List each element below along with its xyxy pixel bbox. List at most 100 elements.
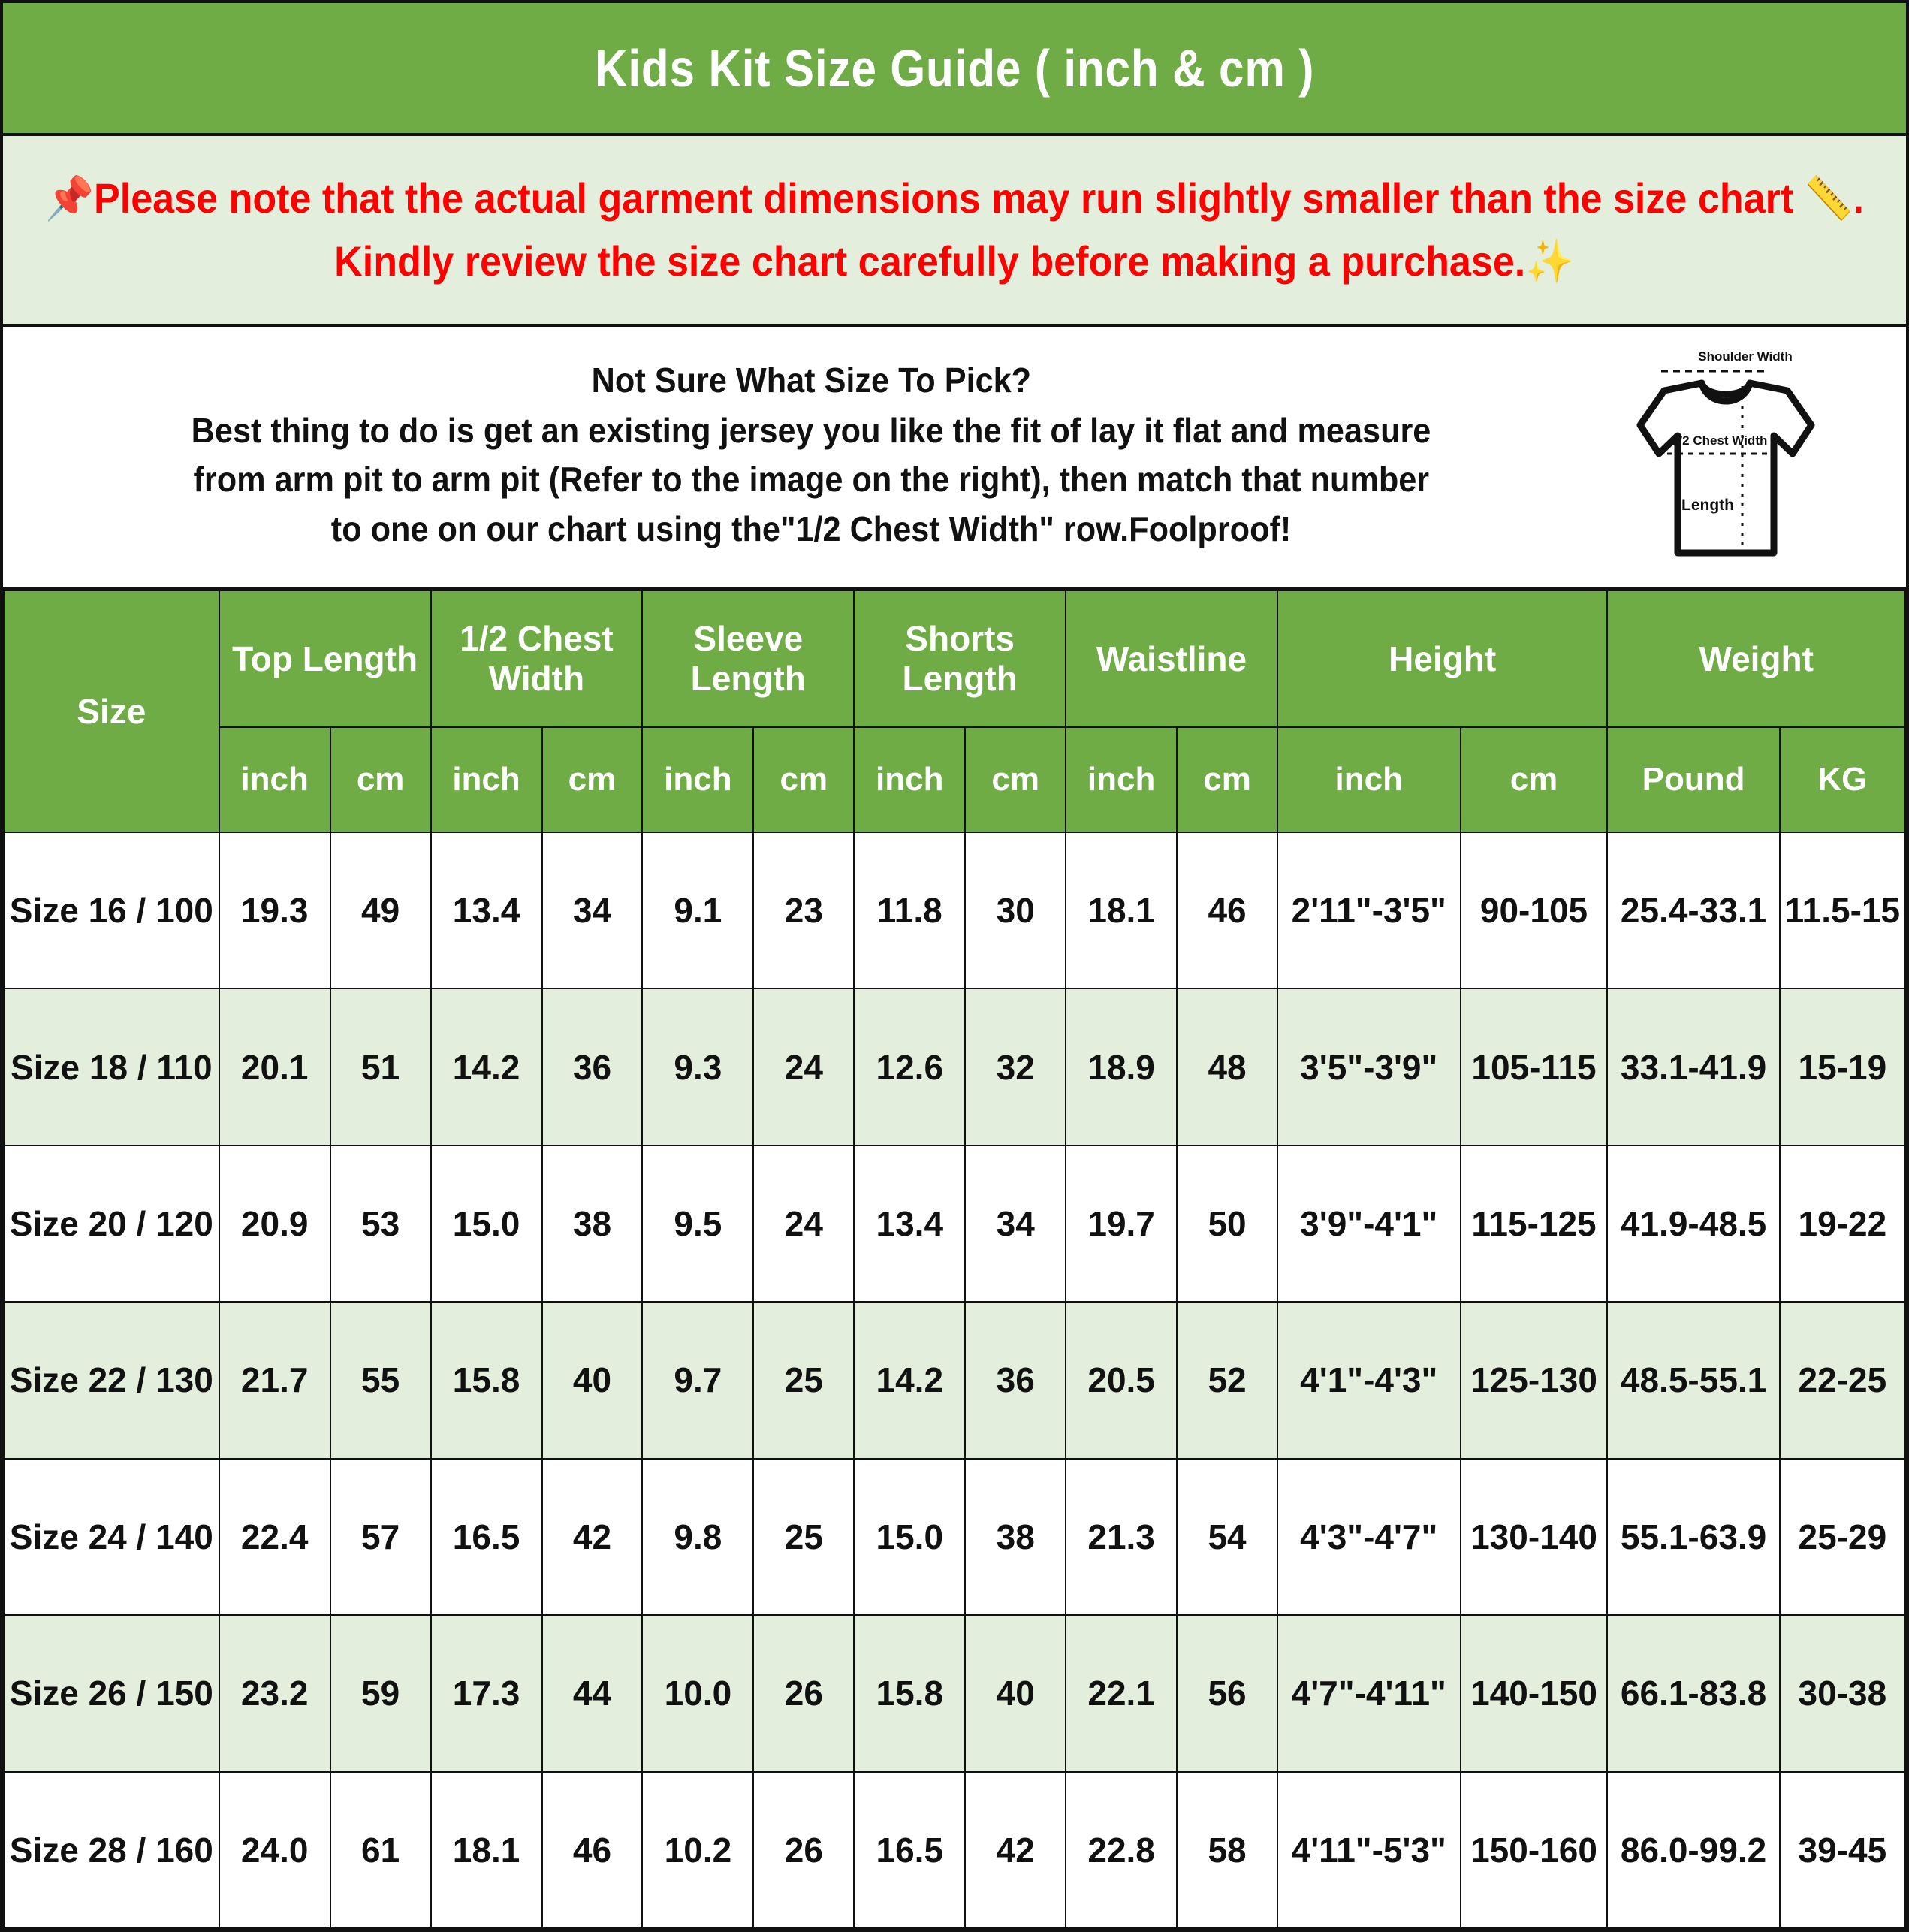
cell-sleeve-cm: 24 xyxy=(752,1144,855,1303)
info-heading: Not Sure What Size To Pick? xyxy=(591,361,1031,400)
cell-chest-cm: 36 xyxy=(541,988,644,1146)
size-table-wrap: Size Top Length 1/2 Chest Width Sleeve L… xyxy=(3,590,1907,1930)
info-line-3: to one on our chart using the"1/2 Chest … xyxy=(330,509,1292,548)
unit-waist-cm: cm xyxy=(1176,726,1278,833)
unit-height-inch: inch xyxy=(1276,726,1461,833)
title-banner: Kids Kit Size Guide ( inch & cm ) xyxy=(3,3,1906,136)
cell-height-cm: 90-105 xyxy=(1459,831,1609,990)
cell-top-length-cm: 51 xyxy=(329,988,432,1146)
cell-size: Size 26 / 150 xyxy=(3,1614,220,1773)
cell-waist-inch: 20.5 xyxy=(1065,1301,1178,1460)
cell-shorts-cm: 32 xyxy=(964,988,1067,1146)
cell-height-inch: 2'11"-3'5" xyxy=(1276,831,1461,990)
cell-size: Size 28 / 160 xyxy=(3,1770,220,1930)
table-row: Size 18 / 110 20.1 51 14.2 36 9.3 24 12.6 32 18.9… xyxy=(3,988,1907,1146)
cell-waist-inch: 18.9 xyxy=(1065,988,1178,1146)
cell-shorts-inch: 12.6 xyxy=(853,988,967,1146)
cell-size: Size 16 / 100 xyxy=(3,831,220,990)
cell-sleeve-inch: 9.7 xyxy=(641,1301,755,1460)
unit-top-length-cm: cm xyxy=(329,726,432,833)
unit-chest-cm: cm xyxy=(541,726,644,833)
cell-sleeve-inch: 10.2 xyxy=(641,1770,755,1930)
table-row: Size 26 / 150 23.2 59 17.3 44 10.0 26 15.8 40 22.… xyxy=(3,1614,1907,1773)
cell-top-length-cm: 59 xyxy=(329,1614,432,1773)
tshirt-outline xyxy=(1636,379,1815,557)
cell-weight-lb: 33.1-41.9 xyxy=(1606,988,1781,1146)
cell-top-length-inch: 19.3 xyxy=(218,831,331,990)
cell-chest-inch: 18.1 xyxy=(430,1770,543,1930)
cell-sleeve-inch: 9.3 xyxy=(641,988,755,1146)
cell-height-cm: 140-150 xyxy=(1459,1614,1609,1773)
cell-top-length-inch: 22.4 xyxy=(218,1457,331,1617)
cell-shorts-inch: 16.5 xyxy=(853,1770,967,1930)
cell-chest-inch: 16.5 xyxy=(430,1457,543,1617)
cell-waist-cm: 54 xyxy=(1176,1457,1278,1617)
cell-weight-lb: 55.1-63.9 xyxy=(1606,1457,1781,1617)
cell-waist-cm: 46 xyxy=(1176,831,1278,990)
unit-weight-pound: Pound xyxy=(1606,726,1781,833)
cell-chest-inch: 17.3 xyxy=(430,1614,543,1773)
cell-top-length-cm: 53 xyxy=(329,1144,432,1303)
header-chest-width: 1/2 Chest Width xyxy=(430,590,644,728)
cell-sleeve-inch: 9.5 xyxy=(641,1144,755,1303)
cell-weight-kg: 15-19 xyxy=(1778,988,1907,1146)
cell-size: Size 18 / 110 xyxy=(3,988,220,1146)
unit-shorts-cm: cm xyxy=(964,726,1067,833)
header-sleeve-length: Sleeve Length xyxy=(641,590,855,728)
cell-shorts-cm: 38 xyxy=(964,1457,1067,1617)
cell-chest-cm: 34 xyxy=(541,831,644,990)
cell-sleeve-inch: 9.1 xyxy=(641,831,755,990)
cell-sleeve-cm: 25 xyxy=(752,1301,855,1460)
cell-chest-inch: 14.2 xyxy=(430,988,543,1146)
unit-chest-inch: inch xyxy=(430,726,543,833)
header-waistline: Waistline xyxy=(1065,590,1278,728)
cell-shorts-inch: 14.2 xyxy=(853,1301,967,1460)
table-row: Size 20 / 120 20.9 53 15.0 38 9.5 24 13.4 34 19.7… xyxy=(3,1144,1907,1303)
tshirt-icon: Shoulder Width 1/2 Chest Width Length xyxy=(1636,349,1815,557)
cell-waist-cm: 58 xyxy=(1176,1770,1278,1930)
table-row: Size 28 / 160 24.0 61 18.1 46 10.2 26 16.5 42 22.… xyxy=(3,1770,1907,1930)
table-body: Size 16 / 100 19.3 49 13.4 34 9.1 23 11.8 30 18.1… xyxy=(3,831,1907,1930)
cell-chest-cm: 44 xyxy=(541,1614,644,1773)
cell-chest-cm: 42 xyxy=(541,1457,644,1617)
cell-shorts-cm: 40 xyxy=(964,1614,1067,1773)
warning-text-1: Please note that the actual garment dime… xyxy=(93,174,1864,222)
cell-height-inch: 4'11"-5'3" xyxy=(1276,1770,1461,1930)
cell-top-length-inch: 20.9 xyxy=(218,1144,331,1303)
table-row: Size 16 / 100 19.3 49 13.4 34 9.1 23 11.8 30 18.1… xyxy=(3,831,1907,990)
cell-top-length-cm: 55 xyxy=(329,1301,432,1460)
cell-size: Size 24 / 140 xyxy=(3,1457,220,1617)
info-text-block: Not Sure What Size To Pick? Best thing t… xyxy=(3,327,1606,587)
header-top-length: Top Length xyxy=(218,590,432,728)
unit-height-cm: cm xyxy=(1459,726,1609,833)
cell-shorts-inch: 15.8 xyxy=(853,1614,967,1773)
cell-height-inch: 4'7"-4'11" xyxy=(1276,1614,1461,1773)
size-table: Size Top Length 1/2 Chest Width Sleeve L… xyxy=(3,590,1907,1930)
unit-header-row: inch cm inch cm inch cm inch cm inch cm … xyxy=(4,726,1907,833)
unit-sleeve-cm: cm xyxy=(752,726,855,833)
cell-weight-kg: 11.5-15 xyxy=(1778,831,1907,990)
tshirt-measurement-diagram: Shoulder Width 1/2 Chest Width Length xyxy=(1606,327,1906,587)
cell-chest-inch: 13.4 xyxy=(430,831,543,990)
warning-line-2: Kindly review the size chart carefully b… xyxy=(334,237,1575,285)
cell-height-cm: 105-115 xyxy=(1459,988,1609,1146)
cell-waist-inch: 18.1 xyxy=(1065,831,1178,990)
pushpin-icon: 📌 xyxy=(45,174,94,222)
cell-weight-lb: 25.4-33.1 xyxy=(1606,831,1781,990)
cell-waist-inch: 21.3 xyxy=(1065,1457,1178,1617)
cell-chest-cm: 46 xyxy=(541,1770,644,1930)
cell-chest-cm: 40 xyxy=(541,1301,644,1460)
cell-chest-cm: 38 xyxy=(541,1144,644,1303)
cell-top-length-inch: 21.7 xyxy=(218,1301,331,1460)
cell-size: Size 20 / 120 xyxy=(3,1144,220,1303)
info-line-1: Best thing to do is get an existing jers… xyxy=(191,411,1431,451)
cell-sleeve-inch: 9.8 xyxy=(641,1457,755,1617)
cell-top-length-cm: 61 xyxy=(329,1770,432,1930)
warning-strip: 📌Please note that the actual garment dim… xyxy=(3,136,1906,327)
cell-weight-lb: 48.5-55.1 xyxy=(1606,1301,1781,1460)
cell-sleeve-cm: 24 xyxy=(752,988,855,1146)
cell-waist-inch: 22.8 xyxy=(1065,1770,1178,1930)
cell-waist-cm: 50 xyxy=(1176,1144,1278,1303)
cell-shorts-cm: 30 xyxy=(964,831,1067,990)
